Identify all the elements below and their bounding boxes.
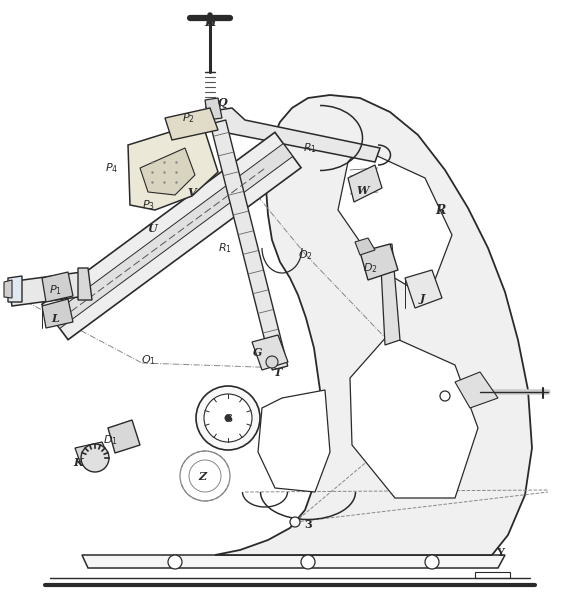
Polygon shape [338, 148, 452, 298]
Polygon shape [42, 133, 301, 340]
Text: W: W [357, 185, 369, 196]
Polygon shape [355, 238, 375, 255]
Text: $P_4$: $P_4$ [106, 161, 119, 175]
Text: T: T [274, 367, 282, 377]
Text: $O_2$: $O_2$ [297, 248, 312, 262]
Text: Q: Q [217, 97, 227, 109]
Polygon shape [108, 420, 140, 453]
Text: $O_1$: $O_1$ [141, 353, 156, 367]
Text: U: U [147, 223, 157, 233]
Circle shape [196, 386, 260, 450]
Circle shape [425, 555, 439, 569]
Polygon shape [348, 165, 382, 202]
Text: V: V [188, 187, 196, 197]
Polygon shape [258, 390, 330, 492]
Polygon shape [128, 122, 218, 210]
Text: Z: Z [198, 470, 206, 481]
Polygon shape [475, 572, 510, 578]
Circle shape [204, 394, 252, 442]
Polygon shape [210, 120, 288, 370]
Polygon shape [42, 299, 73, 328]
Text: $R_1$: $R_1$ [218, 241, 232, 255]
Polygon shape [8, 272, 86, 306]
Text: Y: Y [496, 547, 504, 557]
Circle shape [168, 555, 182, 569]
Polygon shape [455, 372, 498, 408]
Polygon shape [8, 276, 22, 302]
Polygon shape [51, 143, 293, 328]
Polygon shape [252, 335, 288, 370]
Polygon shape [205, 98, 222, 120]
Polygon shape [360, 244, 398, 280]
Polygon shape [4, 280, 12, 298]
Polygon shape [165, 108, 218, 140]
Circle shape [81, 444, 109, 472]
Text: $D_1$: $D_1$ [103, 433, 118, 447]
Circle shape [225, 415, 231, 421]
Polygon shape [42, 272, 73, 302]
Polygon shape [350, 335, 478, 498]
Text: K: K [73, 457, 83, 467]
Text: L: L [51, 313, 59, 323]
Polygon shape [202, 108, 380, 162]
Polygon shape [380, 244, 400, 345]
Polygon shape [75, 442, 108, 462]
Text: $P_1$: $P_1$ [49, 283, 61, 297]
Text: S: S [224, 413, 232, 424]
Circle shape [301, 555, 315, 569]
Text: $D_2$: $D_2$ [363, 261, 377, 275]
Polygon shape [215, 95, 532, 555]
Polygon shape [140, 148, 195, 195]
Text: $P_3$: $P_3$ [142, 198, 154, 212]
Circle shape [440, 391, 450, 401]
Text: $P_2$: $P_2$ [181, 111, 195, 125]
Text: $R_1$: $R_1$ [303, 141, 317, 155]
Text: J: J [420, 292, 425, 304]
Text: G: G [253, 346, 263, 358]
Circle shape [266, 356, 278, 368]
Circle shape [290, 517, 300, 527]
Polygon shape [82, 555, 505, 568]
Polygon shape [78, 268, 92, 300]
Polygon shape [405, 270, 442, 308]
Text: 3: 3 [304, 520, 312, 530]
Text: R: R [435, 203, 445, 217]
Text: H: H [204, 16, 216, 28]
Polygon shape [215, 412, 248, 432]
